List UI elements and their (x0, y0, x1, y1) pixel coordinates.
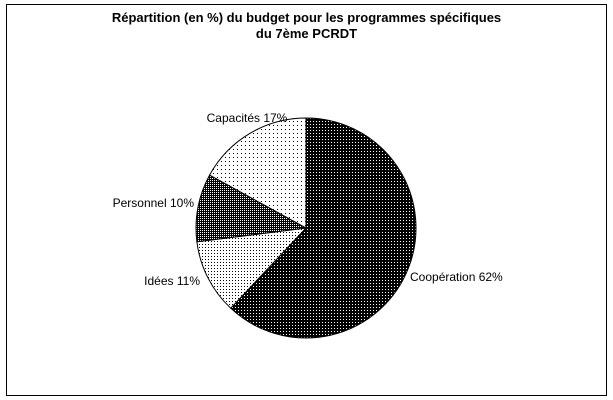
pie-slice-cooperation (229, 117, 417, 339)
pie-slices (195, 117, 417, 339)
slice-label-capacites: Capacités 17% (207, 111, 288, 125)
chart-title: Répartition (en %) du budget pour les pr… (0, 10, 613, 42)
slice-label-idees: Idées 11% (144, 274, 200, 288)
pie-labels: Coopération 62% Idées 11% Personnel 10% Cap… (113, 111, 503, 288)
chart-title-line-2: du 7ème PCRDT (255, 26, 358, 41)
slice-label-cooperation: Coopération 62% (410, 270, 503, 284)
pie-slice-idees (196, 227, 308, 309)
pie-slice-capacites (208, 117, 307, 229)
chart-title-line-1: Répartition (en %) du budget pour les pr… (111, 10, 502, 25)
slice-label-personnel: Personnel 10% (113, 196, 195, 210)
